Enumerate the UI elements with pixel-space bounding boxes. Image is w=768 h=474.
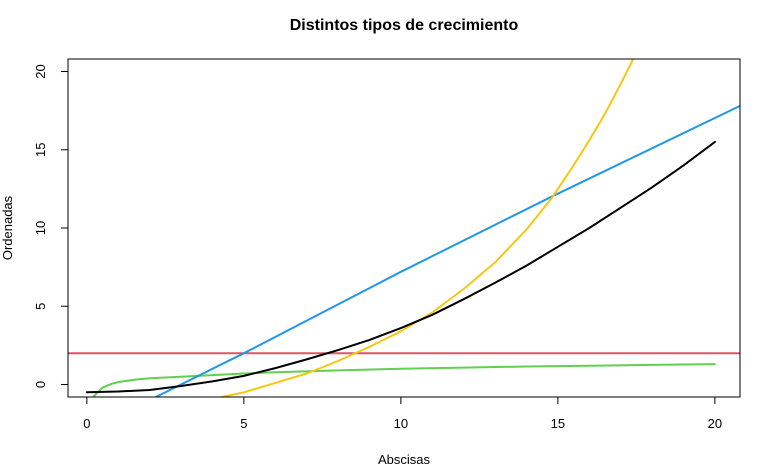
series-line-4 xyxy=(220,59,635,397)
series-line-2 xyxy=(92,363,716,397)
series-line-3 xyxy=(154,104,740,397)
x-tick-label: 15 xyxy=(551,416,565,431)
y-tick-label: 10 xyxy=(33,221,48,235)
chart-title: Distintos tipos de crecimiento xyxy=(290,17,519,34)
x-tick-label: 0 xyxy=(83,416,90,431)
series-line-5 xyxy=(85,140,716,394)
series-lines xyxy=(68,59,740,397)
y-tick-label: 15 xyxy=(33,143,48,157)
y-tick-label: 0 xyxy=(33,381,48,388)
y-axis: 0 5 10 15 20 xyxy=(33,64,68,388)
x-tick-label: 10 xyxy=(394,416,408,431)
x-axis: 0 5 10 15 20 xyxy=(83,397,722,431)
y-tick-label: 20 xyxy=(33,64,48,78)
x-tick-label: 20 xyxy=(708,416,722,431)
x-axis-label: Abscisas xyxy=(378,452,431,467)
plot-frame xyxy=(67,58,741,398)
x-tick-label: 5 xyxy=(240,416,247,431)
y-tick-label: 5 xyxy=(33,303,48,310)
y-axis-label: Ordenadas xyxy=(0,195,15,260)
